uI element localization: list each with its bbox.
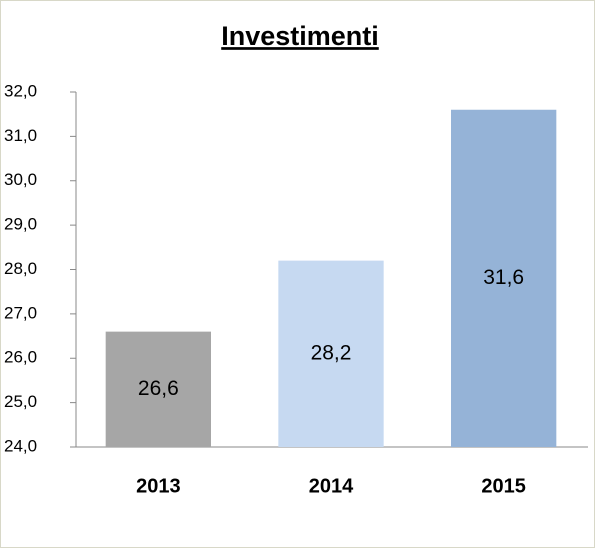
y-tick-label: 24,0	[4, 436, 37, 455]
y-tick-label: 27,0	[4, 303, 37, 322]
y-tick-label: 30,0	[4, 170, 37, 189]
bar	[105, 331, 211, 447]
y-tick-label: 28,0	[4, 259, 37, 278]
bar	[278, 260, 384, 447]
x-tick-label: 2013	[136, 475, 181, 497]
x-tick-label: 2014	[309, 475, 354, 497]
value-label: 26,6	[138, 377, 179, 400]
chart-title: Investimenti	[221, 21, 379, 51]
y-tick-label: 25,0	[4, 392, 37, 411]
x-tick-label: 2015	[481, 475, 526, 497]
value-label: 31,6	[483, 266, 524, 289]
y-tick-label: 31,0	[4, 126, 37, 145]
bar	[451, 109, 557, 447]
y-tick-label: 32,0	[4, 81, 37, 100]
value-label: 28,2	[311, 341, 352, 364]
y-tick-label: 29,0	[4, 215, 37, 234]
y-tick-label: 26,0	[4, 348, 37, 367]
